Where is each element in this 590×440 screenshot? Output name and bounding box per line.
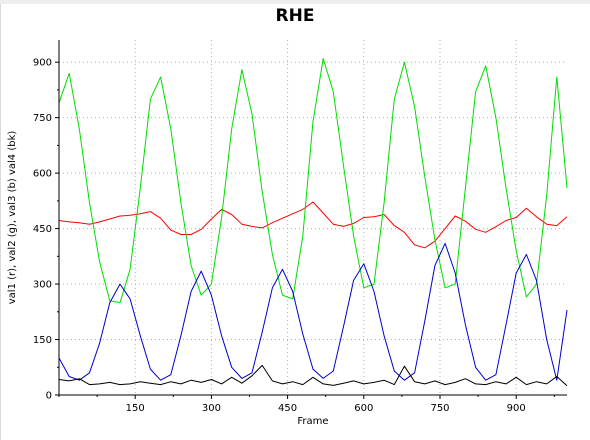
series-layer xyxy=(58,58,568,387)
y-tick-label: 450 xyxy=(33,224,52,235)
y-tick-label: 600 xyxy=(33,169,52,180)
y-tick-label: 150 xyxy=(33,335,52,346)
x-tick-label: 150 xyxy=(126,403,145,414)
y-tick-label: 0 xyxy=(46,391,52,402)
series-line-val4 xyxy=(58,364,568,387)
series-line-val3 xyxy=(58,242,568,381)
x-tick-label: 750 xyxy=(430,403,449,414)
chart-title: RHE xyxy=(275,6,315,26)
x-tick-label: 450 xyxy=(278,403,297,414)
x-tick-label: 600 xyxy=(354,403,373,414)
y-tick-label: 900 xyxy=(33,58,52,69)
grid-layer xyxy=(59,40,567,395)
window-top-strip xyxy=(0,0,590,4)
x-tick-label: 900 xyxy=(507,403,526,414)
y-tick-label: 300 xyxy=(33,280,52,291)
x-axis-title: Frame xyxy=(297,416,328,427)
series-line-val2 xyxy=(58,58,568,304)
y-tick-label: 750 xyxy=(33,113,52,124)
y-axis-title: val1 (r), val2 (g), val3 (b) val4 (bk) xyxy=(7,131,18,305)
axes-layer: 0 150 300 450 600 750 900 150 300 450 600 750 900 xyxy=(33,40,567,414)
series-line-val1 xyxy=(58,201,568,249)
x-tick-label: 300 xyxy=(202,403,221,414)
